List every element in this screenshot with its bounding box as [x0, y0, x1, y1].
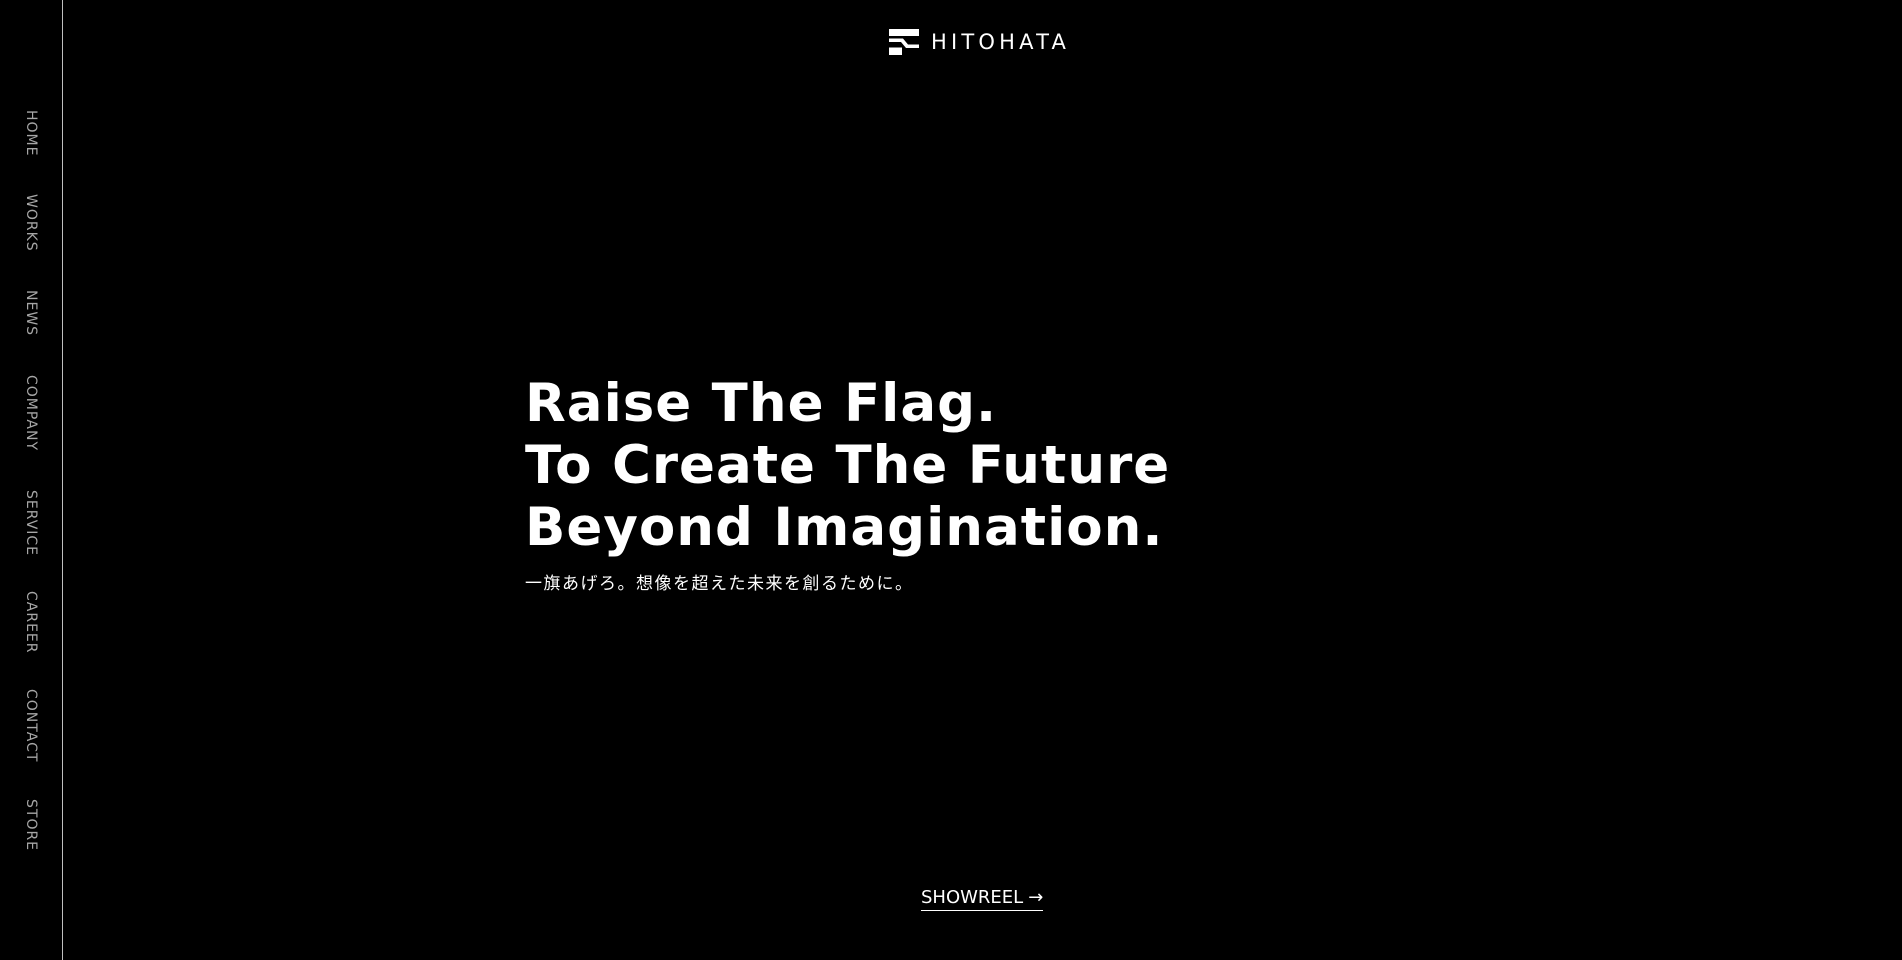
- flag-logo-icon: [889, 29, 919, 55]
- showreel-label: SHOWREEL: [921, 887, 1024, 908]
- hero-line-1: Raise The Flag.: [525, 373, 998, 434]
- hero-line-3: Beyond Imagination.: [525, 497, 1164, 558]
- sidebar-item-store[interactable]: STORE: [23, 799, 39, 852]
- sidebar-item-company[interactable]: COMPANY: [23, 375, 39, 452]
- brand-name: HITOHATA: [931, 30, 1071, 54]
- header-logo[interactable]: HITOHATA: [889, 27, 1070, 57]
- sidebar-item-home[interactable]: HOME: [23, 110, 39, 157]
- sidebar-item-contact[interactable]: CONTACT: [23, 689, 39, 763]
- hero-heading: Raise The Flag. To Create The Future Bey…: [525, 373, 1170, 559]
- hero: Raise The Flag. To Create The Future Bey…: [525, 373, 1170, 594]
- sidebar-item-career[interactable]: CAREER: [23, 591, 39, 654]
- hero-subtitle: 一旗あげろ。想像を超えた未来を創るために。: [525, 574, 914, 594]
- sidebar-item-news[interactable]: NEWS: [23, 290, 39, 337]
- sidebar-item-service[interactable]: SERVICE: [23, 490, 39, 557]
- showreel-link[interactable]: SHOWREEL →: [921, 886, 1044, 911]
- sidebar-nav: HOME WORKS NEWS COMPANY SERVICE CAREER C…: [0, 0, 63, 960]
- sidebar-item-works[interactable]: WORKS: [23, 194, 39, 252]
- hero-line-2: To Create The Future: [525, 435, 1171, 496]
- arrow-right-icon: →: [1028, 886, 1044, 908]
